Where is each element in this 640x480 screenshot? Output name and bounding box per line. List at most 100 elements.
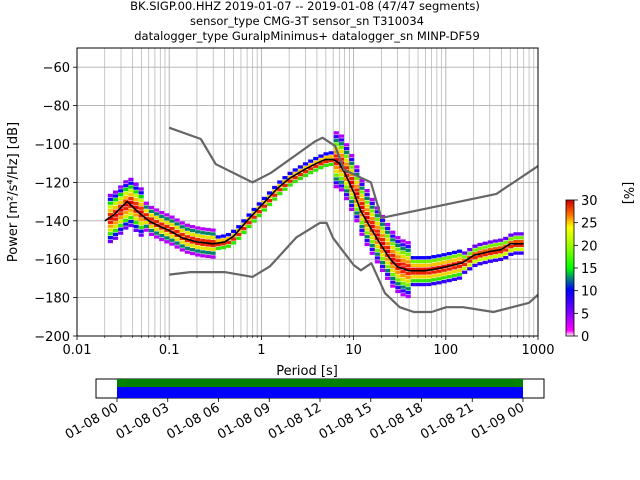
colorbar-tick-label: 10 (581, 285, 598, 300)
heatmap-cell (395, 274, 401, 278)
heatmap-cell (107, 220, 113, 224)
heatmap-cell (200, 227, 206, 231)
y-tick-label: −100 (34, 138, 70, 153)
heatmap-cell (112, 228, 119, 233)
heatmap-cell (359, 198, 365, 202)
heatmap-cell (164, 236, 170, 240)
heatmap-cell (395, 243, 401, 248)
heatmap-cell (390, 272, 396, 277)
heatmap-cell (359, 194, 365, 198)
heatmap-cell (313, 164, 319, 168)
heatmap-cell (123, 199, 129, 203)
heatmap-cell (503, 252, 509, 256)
heatmap-cell (456, 272, 463, 276)
heatmap-cell (107, 209, 113, 213)
heatmap-cell (415, 282, 422, 287)
heatmap-cell (405, 279, 411, 283)
heatmap-cell (323, 159, 329, 164)
heatmap-cell (415, 271, 422, 275)
heatmap-cell (118, 193, 124, 197)
x-tick-label: 1000 (521, 343, 554, 358)
heatmap-cell (446, 255, 452, 260)
heatmap-cell (421, 282, 427, 287)
heatmap-cell (400, 281, 406, 285)
heatmap-cell (364, 204, 370, 208)
heatmap-cell (297, 165, 303, 169)
heatmap-cell (195, 253, 201, 257)
heatmap-cell (508, 233, 514, 237)
heatmap-cell (344, 189, 350, 193)
heatmap-cell (379, 222, 386, 226)
heatmap-cell (323, 156, 329, 160)
heatmap-cell (405, 264, 411, 268)
heatmap-cell (179, 244, 185, 248)
heatmap-cell (364, 212, 370, 216)
heatmap-cell (518, 251, 524, 255)
heatmap-cell (482, 253, 488, 257)
heatmap-cell (344, 181, 350, 185)
heatmap-cell (508, 245, 514, 249)
heatmap-cell (503, 248, 509, 252)
colorbar: 0 5 10 15 20 25 30 [%] (565, 182, 635, 345)
heatmap-cell (128, 219, 134, 224)
heatmap-cell (128, 193, 134, 197)
heatmap-cell (313, 168, 319, 172)
heatmap-cell (164, 220, 170, 225)
heatmap-cell (405, 294, 411, 299)
heatmap-cell (179, 229, 185, 233)
heatmap-cell (169, 223, 175, 227)
heatmap-cell (189, 248, 196, 252)
heatmap-cell (364, 188, 370, 193)
heatmap-cell (344, 150, 350, 155)
title-line-1: BK.SIGP.00.HHZ 2019-01-07 -- 2019-01-08 … (130, 0, 480, 13)
heatmap-cell (225, 233, 232, 237)
heatmap-cell (272, 185, 278, 190)
heatmap-cell (415, 267, 422, 271)
heatmap-cell (241, 219, 247, 223)
heatmap-cell (349, 165, 355, 169)
heatmap-cell (328, 158, 334, 163)
heatmap-cell (462, 266, 468, 271)
heatmap-cell (410, 271, 416, 275)
heatmap-cell (169, 215, 175, 219)
timeline-tick-label: 01-08 06 (164, 400, 222, 442)
heatmap-cell (405, 275, 411, 279)
heatmap-cell (231, 241, 237, 245)
heatmap-cell (148, 209, 155, 213)
heatmap-cell (256, 210, 262, 214)
heatmap-cell (426, 275, 432, 279)
heatmap-cell (451, 254, 457, 258)
heatmap-cell (154, 208, 160, 212)
heatmap-cell (159, 234, 165, 238)
heatmap-cell (395, 262, 401, 267)
heatmap-cell (174, 245, 180, 249)
heatmap-cell (513, 236, 519, 240)
heatmap-cell (231, 229, 237, 233)
heatmap-cell (338, 169, 345, 173)
heatmap-cell (189, 225, 196, 229)
heatmap-cell (426, 263, 432, 267)
heatmap-cell (107, 201, 113, 205)
heatmap-cell (400, 273, 406, 278)
heatmap-cell (456, 276, 463, 280)
heatmap-cell (451, 250, 457, 255)
heatmap-cell (385, 257, 391, 261)
y-tick-label: −180 (34, 292, 70, 307)
heatmap-cell (369, 224, 375, 229)
heatmap-cell (261, 208, 268, 212)
heatmap-cell (405, 287, 411, 291)
heatmap-cell (385, 276, 391, 280)
heatmap-cell (369, 232, 375, 236)
heatmap-cell (282, 183, 288, 188)
heatmap-cell (400, 243, 406, 247)
heatmap-cell (349, 161, 355, 165)
heatmap-cell (112, 225, 119, 229)
heatmap-cell (498, 238, 504, 242)
heatmap-cell (436, 273, 442, 277)
heatmap-cell (359, 182, 365, 186)
heatmap-cell (107, 232, 113, 236)
heatmap-cell (467, 247, 473, 252)
heatmap-cell (421, 256, 427, 260)
heatmap-cell (349, 157, 355, 162)
heatmap-cell (379, 249, 386, 253)
